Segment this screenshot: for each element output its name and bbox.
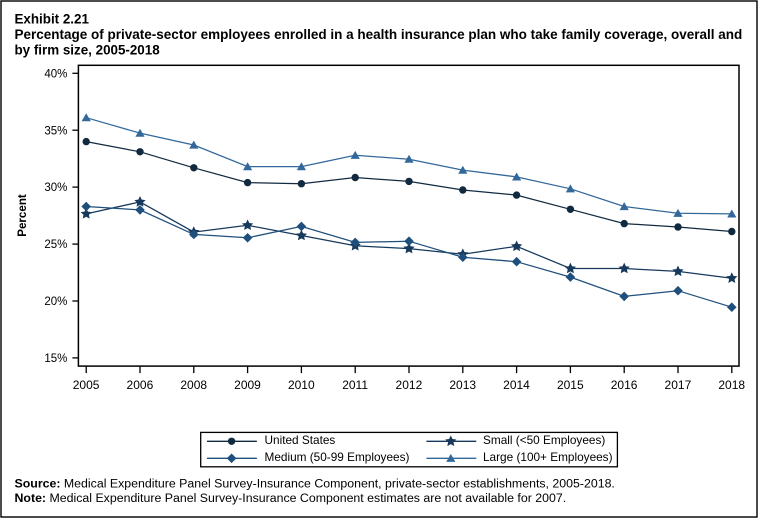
svg-text:40%: 40% bbox=[44, 68, 67, 80]
svg-text:Percentage of private-sector e: Percentage of private-sector employees e… bbox=[15, 27, 743, 42]
svg-text:Small (<50 Employees): Small (<50 Employees) bbox=[483, 433, 605, 447]
svg-text:United States: United States bbox=[265, 433, 336, 447]
svg-text:2014: 2014 bbox=[503, 378, 530, 392]
svg-text:2018: 2018 bbox=[718, 378, 745, 392]
svg-text:2011: 2011 bbox=[342, 378, 368, 392]
svg-text:20%: 20% bbox=[44, 296, 67, 308]
svg-text:Medium (50-99 Employees): Medium (50-99 Employees) bbox=[265, 450, 410, 464]
svg-text:Note: Medical Expenditure Pane: Note: Medical Expenditure Panel Survey-I… bbox=[15, 491, 567, 505]
svg-text:2010: 2010 bbox=[288, 378, 315, 392]
svg-text:2005: 2005 bbox=[73, 378, 100, 392]
svg-text:2013: 2013 bbox=[449, 378, 476, 392]
svg-text:35%: 35% bbox=[44, 125, 67, 137]
svg-text:by firm size, 2005-2018: by firm size, 2005-2018 bbox=[15, 42, 161, 57]
svg-text:2016: 2016 bbox=[611, 378, 638, 392]
svg-text:2008: 2008 bbox=[180, 378, 207, 392]
svg-text:2012: 2012 bbox=[396, 378, 423, 392]
svg-text:Large (100+ Employees): Large (100+ Employees) bbox=[483, 450, 613, 464]
svg-text:2009: 2009 bbox=[234, 378, 261, 392]
svg-text:25%: 25% bbox=[44, 239, 67, 251]
svg-text:Exhibit 2.21: Exhibit 2.21 bbox=[15, 11, 90, 26]
svg-text:30%: 30% bbox=[44, 182, 67, 194]
svg-text:2006: 2006 bbox=[127, 378, 154, 392]
svg-text:2015: 2015 bbox=[557, 378, 584, 392]
svg-text:2017: 2017 bbox=[665, 378, 692, 392]
svg-text:15%: 15% bbox=[44, 353, 67, 365]
svg-text:Source: Medical Expenditure Pa: Source: Medical Expenditure Panel Survey… bbox=[15, 477, 615, 491]
svg-text:Percent: Percent bbox=[16, 194, 29, 237]
